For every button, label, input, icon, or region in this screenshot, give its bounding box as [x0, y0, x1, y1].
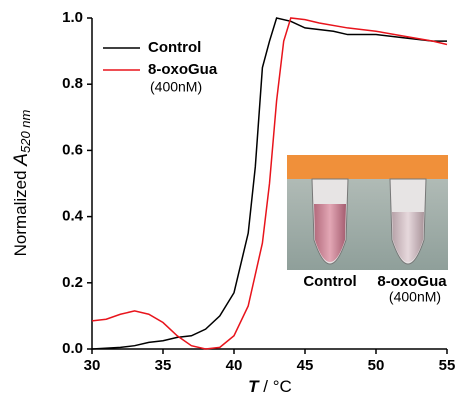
- y-axis-subscript: 520 nm: [18, 109, 33, 153]
- legend-label: 8-oxoGua: [148, 61, 218, 78]
- inset-label: (400nM): [389, 289, 441, 305]
- x-tick-label: 40: [226, 357, 243, 374]
- x-tick-label: 35: [155, 357, 172, 374]
- y-tick-label: 0.0: [62, 340, 83, 357]
- y-tick-label: 0.2: [62, 274, 83, 291]
- x-axis-label: T / °C: [248, 377, 292, 396]
- line: [91, 17, 448, 350]
- legend-note: (400nM): [150, 79, 202, 95]
- y-tick-label: 1.0: [62, 9, 83, 26]
- x-tick-label: 45: [297, 357, 314, 374]
- y-tick-label: 0.4: [62, 208, 84, 225]
- x-axis-unit: / °C: [259, 377, 292, 396]
- y-tick-label: 0.8: [62, 75, 83, 92]
- line: [91, 17, 447, 350]
- inset-label: Control: [303, 273, 356, 290]
- inset-label: 8-oxoGua: [377, 273, 447, 290]
- x-tick-label: 50: [368, 357, 385, 374]
- y-axis-symbol: A: [11, 153, 32, 167]
- x-tick-label: 55: [439, 357, 456, 374]
- y-axis-label: Normalized A520 nm: [11, 109, 33, 256]
- legend-label: Control: [148, 39, 201, 56]
- y-axis-text: Normalized: [11, 166, 30, 257]
- x-axis-symbol: T: [248, 377, 260, 396]
- y-tick-label: 0.6: [62, 141, 83, 158]
- inset-photo: [287, 155, 448, 270]
- x-tick-label: 30: [84, 357, 101, 374]
